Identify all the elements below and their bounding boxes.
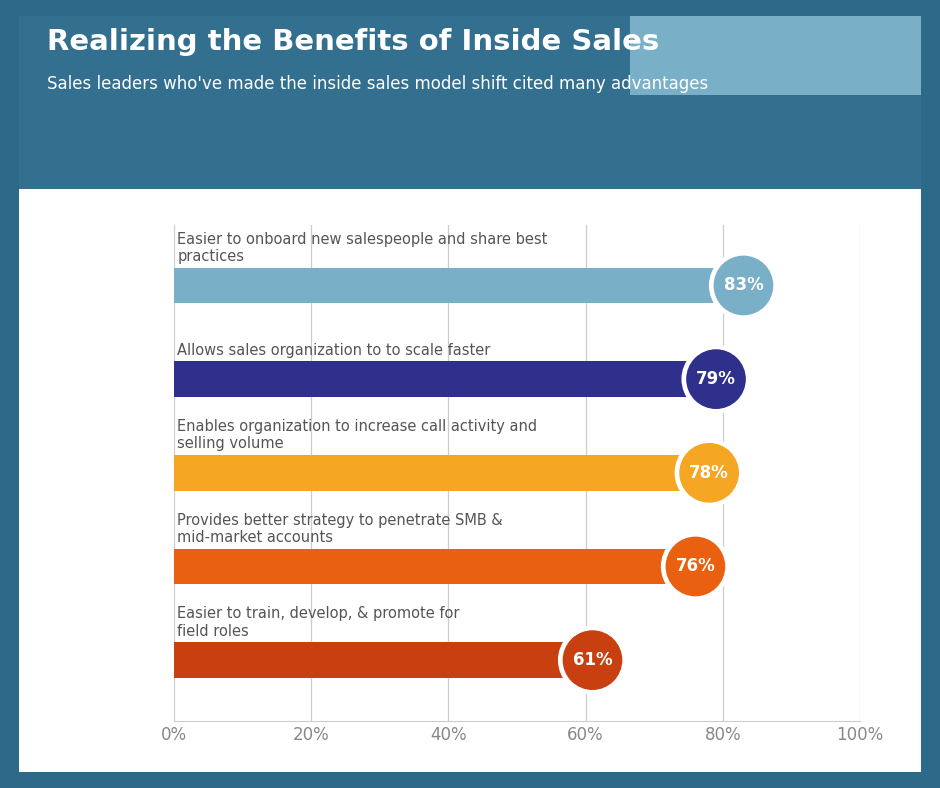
- Text: Provides better strategy to penetrate SMB &
mid-market accounts: Provides better strategy to penetrate SM…: [178, 512, 503, 545]
- Text: 76%: 76%: [676, 557, 715, 575]
- Text: Enables organization to increase call activity and
selling volume: Enables organization to increase call ac…: [178, 419, 538, 452]
- Ellipse shape: [662, 533, 729, 600]
- Text: 78%: 78%: [689, 464, 729, 481]
- Text: 61%: 61%: [572, 651, 612, 669]
- Text: Allows sales organization to to scale faster: Allows sales organization to to scale fa…: [178, 343, 491, 358]
- Bar: [174, 268, 744, 303]
- Text: 83%: 83%: [724, 277, 763, 295]
- Text: 79%: 79%: [696, 370, 736, 388]
- Bar: [174, 642, 592, 678]
- Bar: [174, 548, 696, 584]
- Bar: [174, 455, 709, 491]
- Ellipse shape: [680, 444, 738, 502]
- Ellipse shape: [563, 631, 621, 690]
- Bar: [174, 362, 716, 397]
- Text: Easier to train, develop, & promote for
field roles: Easier to train, develop, & promote for …: [178, 606, 460, 638]
- Text: Sales leaders who've made the inside sales model shift cited many advantages: Sales leaders who've made the inside sal…: [47, 75, 708, 93]
- Ellipse shape: [714, 256, 773, 314]
- Text: Realizing the Benefits of Inside Sales: Realizing the Benefits of Inside Sales: [47, 28, 659, 56]
- Ellipse shape: [666, 537, 725, 596]
- Ellipse shape: [675, 439, 743, 507]
- Ellipse shape: [687, 350, 745, 408]
- Ellipse shape: [710, 251, 777, 319]
- Text: Easier to onboard new salespeople and share best
practices: Easier to onboard new salespeople and sh…: [178, 232, 548, 264]
- Ellipse shape: [558, 626, 626, 694]
- Ellipse shape: [682, 345, 750, 413]
